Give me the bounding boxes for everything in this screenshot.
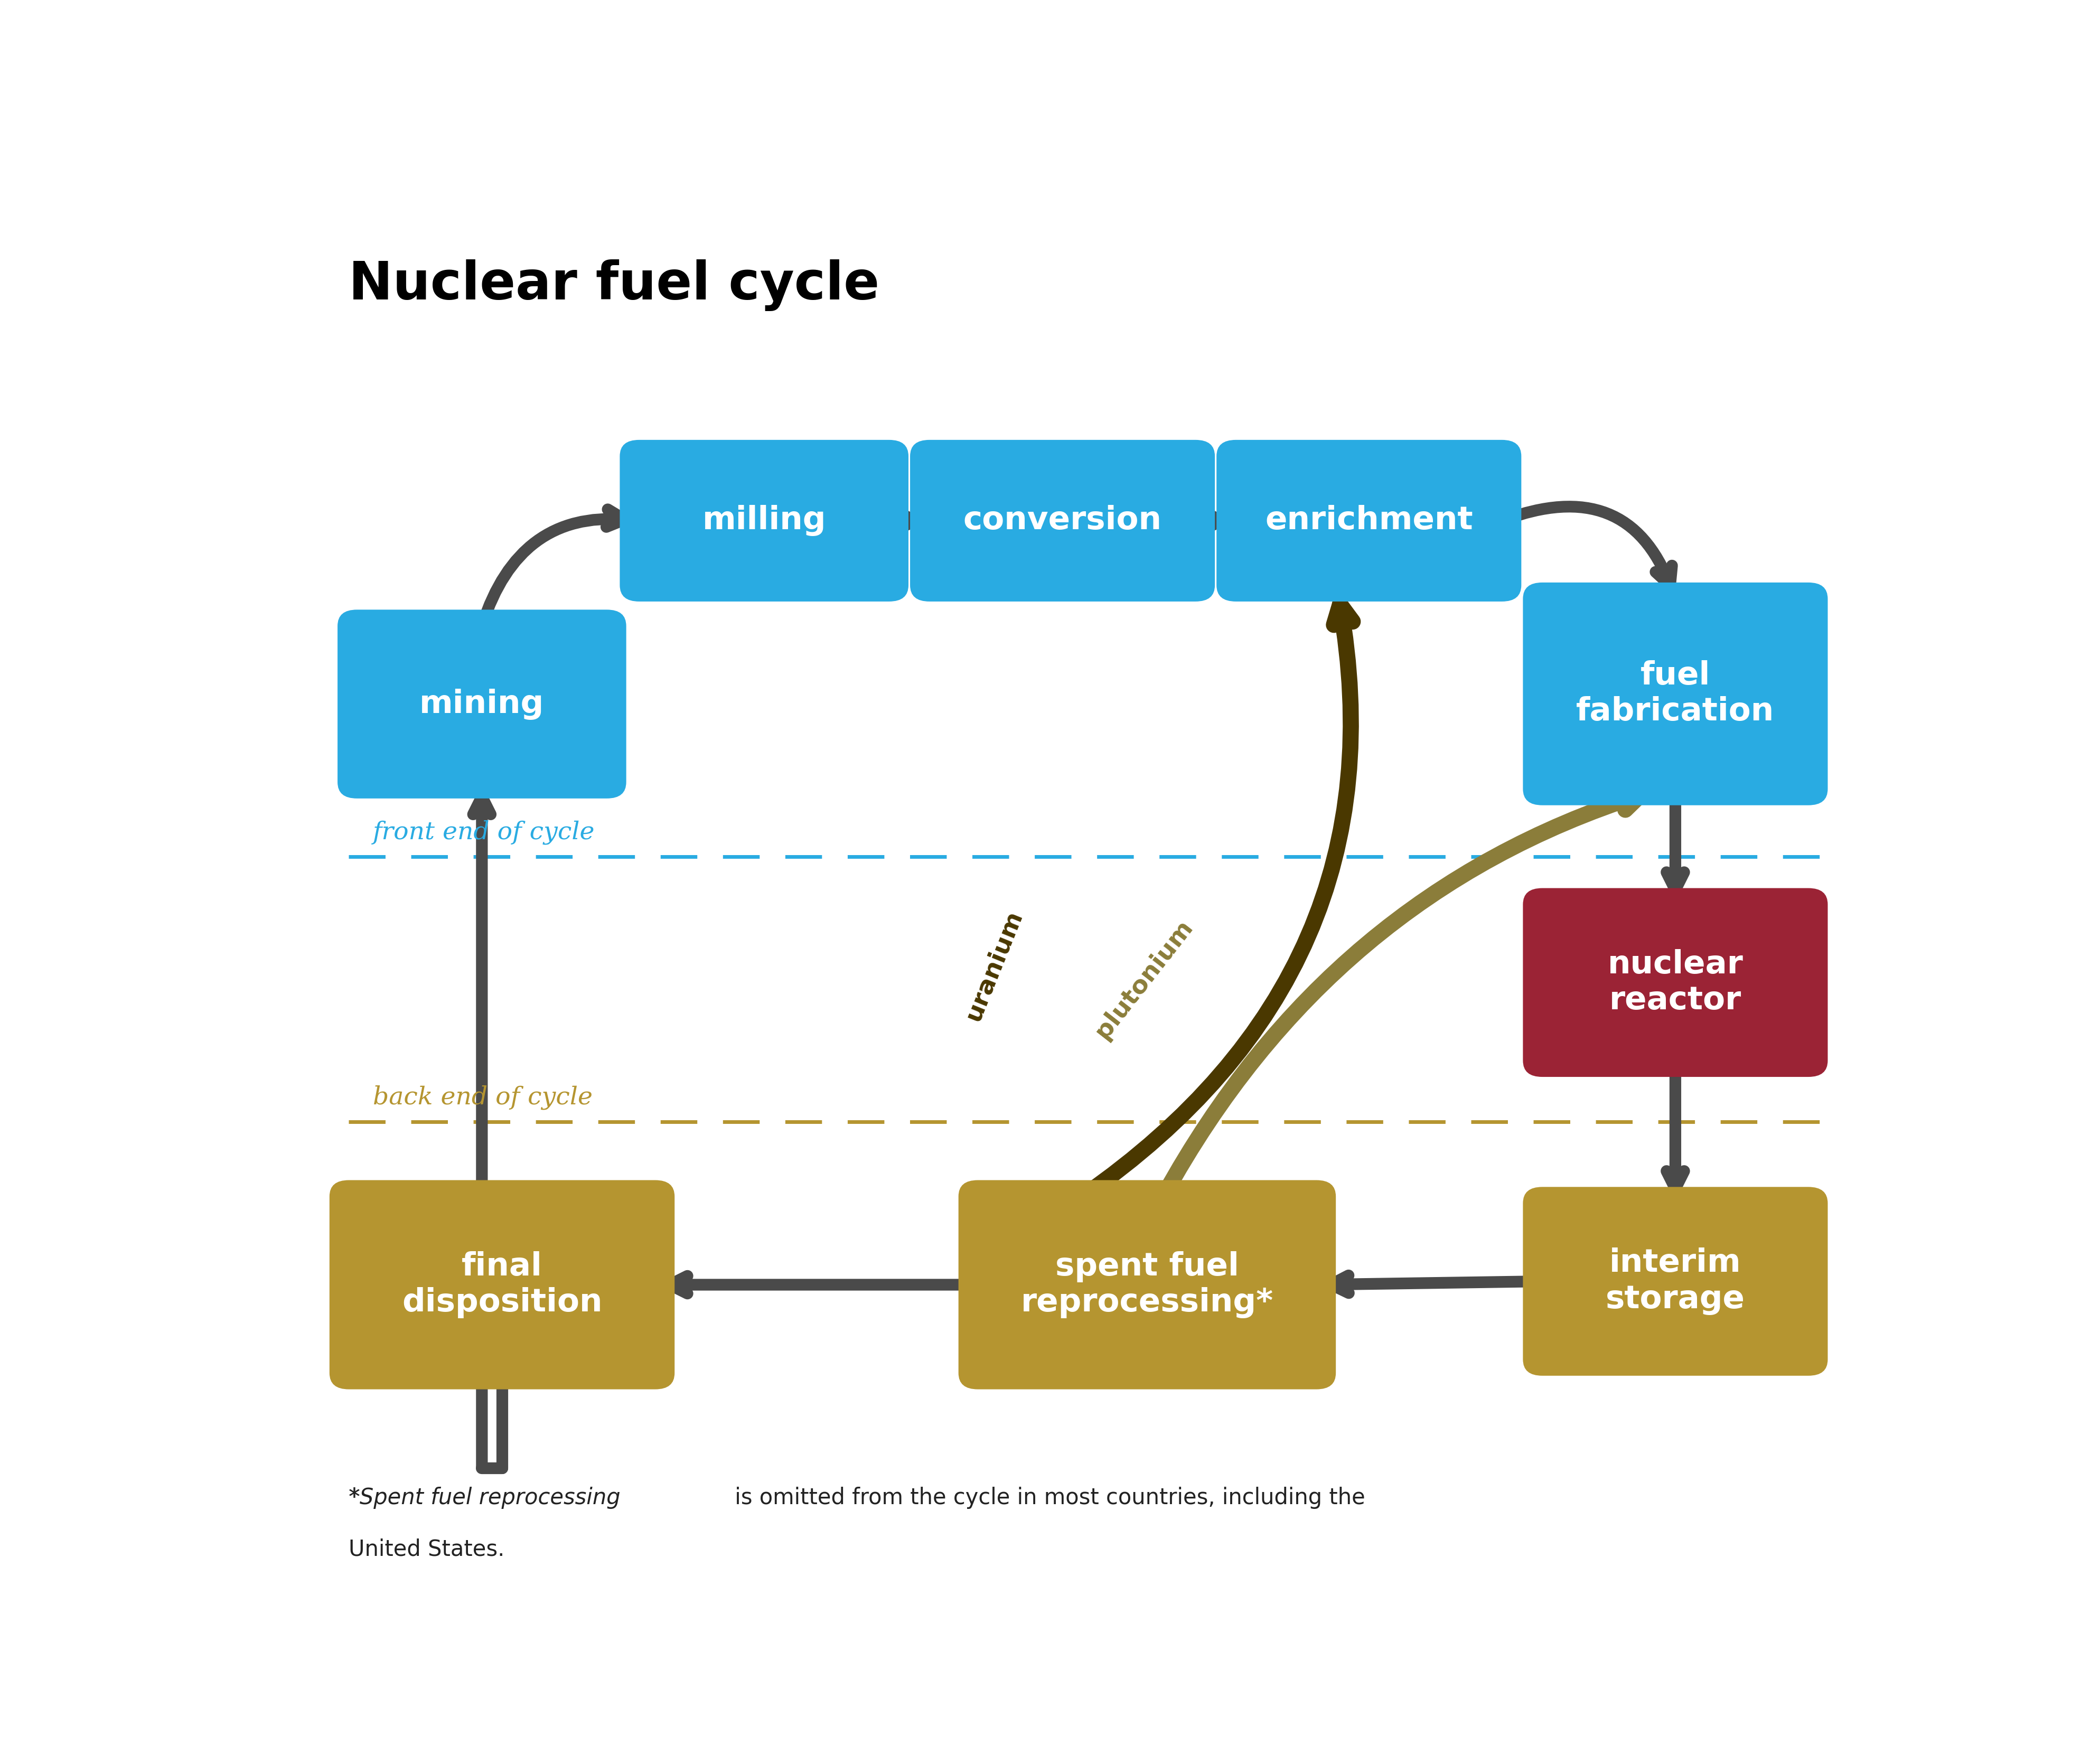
Text: back end of cycle: back end of cycle — [372, 1085, 593, 1110]
FancyBboxPatch shape — [959, 1180, 1336, 1390]
Text: United States.: United States. — [350, 1538, 506, 1561]
Text: *: * — [350, 1487, 360, 1508]
Text: final
disposition: final disposition — [402, 1251, 601, 1318]
FancyBboxPatch shape — [1523, 887, 1827, 1076]
Text: mining: mining — [420, 688, 545, 720]
Text: plutonium: plutonium — [1090, 916, 1197, 1043]
FancyBboxPatch shape — [1523, 1187, 1827, 1376]
FancyBboxPatch shape — [337, 610, 626, 799]
Text: is omitted from the cycle in most countries, including the: is omitted from the cycle in most countr… — [728, 1487, 1365, 1508]
FancyBboxPatch shape — [620, 439, 909, 602]
Text: Nuclear fuel cycle: Nuclear fuel cycle — [350, 259, 880, 310]
Text: interim
storage: interim storage — [1607, 1247, 1746, 1314]
Text: milling: milling — [701, 505, 826, 536]
Text: fuel
fabrication: fuel fabrication — [1575, 660, 1775, 727]
Text: conversion: conversion — [964, 505, 1161, 536]
Text: *Spent fuel reprocessing: *Spent fuel reprocessing — [350, 1487, 620, 1508]
FancyBboxPatch shape — [1217, 439, 1521, 602]
FancyBboxPatch shape — [1523, 582, 1827, 804]
Text: spent fuel
reprocessing*: spent fuel reprocessing* — [1022, 1251, 1274, 1318]
Text: front end of cycle: front end of cycle — [372, 820, 595, 845]
Text: nuclear
reactor: nuclear reactor — [1607, 949, 1744, 1016]
FancyBboxPatch shape — [329, 1180, 674, 1390]
Text: uranium: uranium — [961, 907, 1026, 1025]
FancyBboxPatch shape — [909, 439, 1215, 602]
Text: enrichment: enrichment — [1265, 505, 1473, 536]
